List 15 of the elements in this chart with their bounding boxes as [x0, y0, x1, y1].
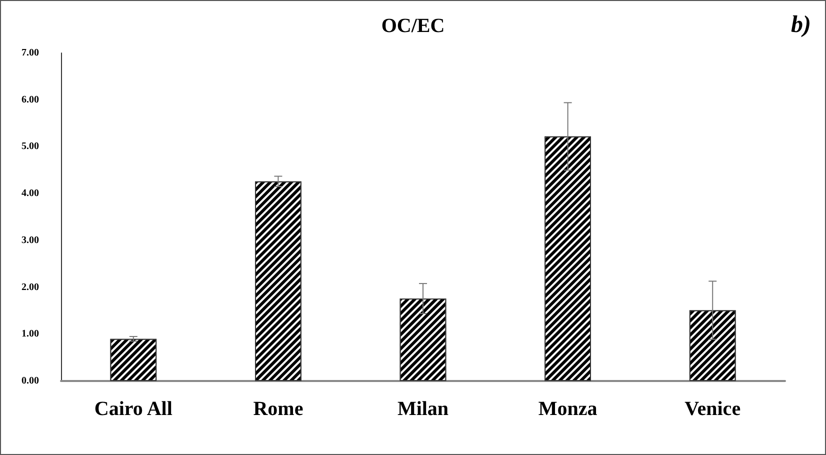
text: b): [791, 12, 812, 38]
y-tick-label: 1.00: [22, 328, 39, 340]
y-tick-label: 2.00: [22, 282, 39, 293]
y-tick-label: 0.00: [22, 376, 39, 386]
y-tick-label: 4.00: [22, 188, 39, 200]
x-tick-label: Rome: [253, 398, 304, 420]
chart-title: OC/EC: [381, 15, 445, 37]
x-tick-label: Venice: [684, 398, 741, 420]
y-tick-label: 7.00: [22, 48, 39, 58]
x-tick-label: Milan: [397, 398, 449, 420]
x-tick-label: Monza: [538, 398, 598, 420]
y-tick-label: 3.00: [22, 234, 39, 246]
x-tick-label: Cairo All: [94, 398, 173, 420]
y-tick-label: 5.00: [22, 141, 39, 152]
y-tick-label: 6.00: [22, 94, 39, 106]
